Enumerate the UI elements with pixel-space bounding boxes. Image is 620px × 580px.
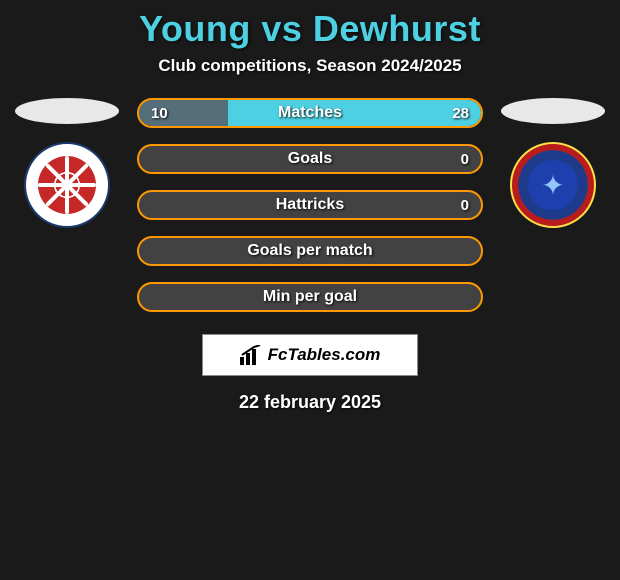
ship-wheel-icon <box>38 156 96 214</box>
stat-right-value: 0 <box>461 197 469 214</box>
left-club-badge <box>24 142 110 228</box>
right-column: ✦ <box>501 98 605 228</box>
stat-row-goals: Goals 0 <box>137 144 483 174</box>
stat-right-value: 0 <box>461 151 469 168</box>
date-text: 22 february 2025 <box>0 392 620 413</box>
brand-text: FcTables.com <box>268 345 381 365</box>
stat-label: Goals <box>288 150 332 168</box>
stat-row-matches: 10 Matches 28 <box>137 98 483 128</box>
left-column <box>15 98 119 228</box>
brand-link[interactable]: FcTables.com <box>202 334 418 376</box>
page-title: Young vs Dewhurst <box>0 8 620 50</box>
stat-row-goals-per-match: Goals per match <box>137 236 483 266</box>
phoenix-icon: ✦ <box>528 160 578 210</box>
right-avatar-placeholder <box>501 98 605 124</box>
comparison-card: Young vs Dewhurst Club competitions, Sea… <box>0 0 620 413</box>
left-avatar-placeholder <box>15 98 119 124</box>
stat-fill-right <box>228 100 481 126</box>
right-club-badge: ✦ <box>510 142 596 228</box>
stat-left-value: 10 <box>151 105 168 122</box>
stat-right-value: 28 <box>452 105 469 122</box>
main-row: 10 Matches 28 Goals 0 Hattricks 0 <box>0 98 620 312</box>
stat-label: Hattricks <box>276 196 344 214</box>
stat-label: Min per goal <box>263 288 357 306</box>
stats-column: 10 Matches 28 Goals 0 Hattricks 0 <box>137 98 483 312</box>
stat-label: Goals per match <box>247 242 372 260</box>
stat-row-min-per-goal: Min per goal <box>137 282 483 312</box>
stat-row-hattricks: Hattricks 0 <box>137 190 483 220</box>
stat-label: Matches <box>278 104 342 122</box>
subtitle: Club competitions, Season 2024/2025 <box>0 56 620 76</box>
chart-icon <box>240 345 262 365</box>
